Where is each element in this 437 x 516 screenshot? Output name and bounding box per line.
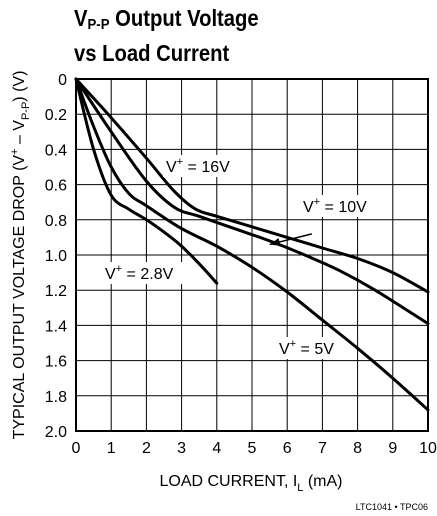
chart-title-line1: VP-P Output Voltage <box>74 5 259 33</box>
series-line-10v <box>74 77 430 326</box>
y-tick-label: 0.8 <box>45 213 67 230</box>
series-label-2-8v: V+ = 2.8V <box>105 263 174 283</box>
y-tick-label: 1.0 <box>45 248 67 265</box>
x-tick-label: 2 <box>142 440 151 457</box>
series-line-5v <box>74 77 430 412</box>
figure-id: LTC1041 • TPC06 <box>356 502 428 512</box>
series-label-16v: V+ = 16V <box>166 156 230 176</box>
y-axis-label: TYPICAL OUTPUT VOLTAGE DROP (V+ – VP-P) … <box>9 71 32 440</box>
x-tick-label: 10 <box>419 440 437 457</box>
x-tick-label: 0 <box>72 440 81 457</box>
y-tick-label: 2.0 <box>45 424 67 441</box>
x-tick-label: 6 <box>283 440 292 457</box>
series-label-bg <box>102 262 183 284</box>
plot-frame <box>75 78 429 432</box>
y-tick-label: 0.2 <box>45 107 67 124</box>
y-tick-label: 1.6 <box>45 354 67 371</box>
y-tick-label: 1.2 <box>45 283 67 300</box>
y-tick-label: 1.8 <box>45 389 67 406</box>
x-axis-label: LOAD CURRENT, IL (mA) <box>159 473 342 494</box>
y-tick-label: 1.4 <box>45 318 67 335</box>
y-tick-label: 0 <box>58 72 67 89</box>
x-tick-label: 7 <box>318 440 327 457</box>
y-tick-label: 0.4 <box>45 142 67 159</box>
arrow-head <box>269 238 281 246</box>
chart-title: VP-P Output Voltage vs Load Current <box>74 4 259 67</box>
x-tick-label: 8 <box>353 440 362 457</box>
series-labels: V+ = 16V V+ = 10V V+ = 5V V+ = 2.8V <box>102 155 373 359</box>
series-line-2-8v <box>74 77 219 285</box>
series-line-16v <box>74 77 430 294</box>
y-tick-label: 0.6 <box>45 178 67 195</box>
x-tick-label: 1 <box>107 440 116 457</box>
grid <box>75 78 429 432</box>
x-tick-label: 3 <box>177 440 186 457</box>
series-label-10v: V+ = 10V <box>303 196 367 216</box>
series-label-bg <box>163 155 236 177</box>
tick-labels: 0 1 2 3 4 5 6 7 8 9 10 0 0.2 0.4 0.6 0.8 1.0 1.2 1.4 1.6 1.8… <box>45 72 437 457</box>
series-label-bg <box>300 195 373 217</box>
series-label-5v: V+ = 5V <box>279 338 334 358</box>
series-label-bg <box>276 337 340 359</box>
chart-title-line2: vs Load Current <box>74 40 230 66</box>
x-tick-label: 4 <box>212 440 221 457</box>
arrow-annotation <box>269 233 313 246</box>
series-layer <box>74 77 430 412</box>
x-tick-label: 9 <box>388 440 397 457</box>
x-tick-label: 5 <box>248 440 257 457</box>
